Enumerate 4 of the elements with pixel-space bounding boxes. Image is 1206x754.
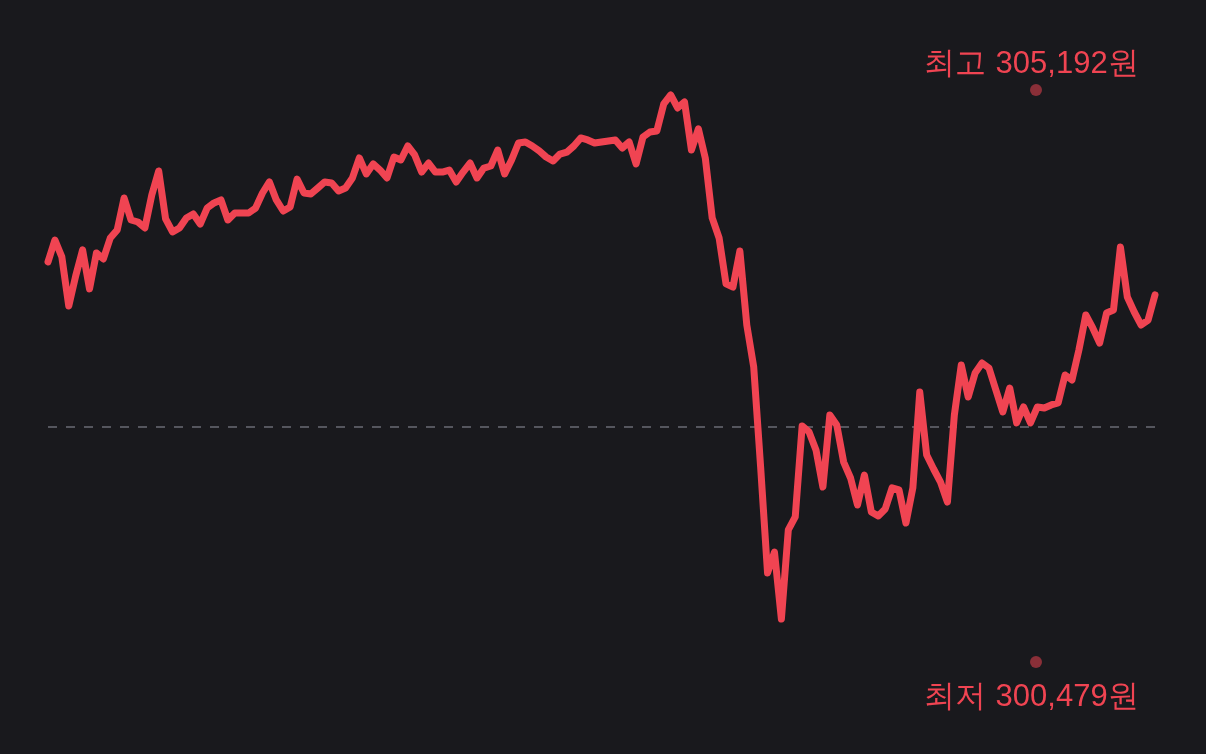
annotation: 최고 xyxy=(923,45,986,81)
y-tick-label: 305,192원 xyxy=(995,45,1139,81)
y-tick-label: 300,479원 xyxy=(995,678,1139,714)
annotation: 최저 xyxy=(923,678,986,714)
